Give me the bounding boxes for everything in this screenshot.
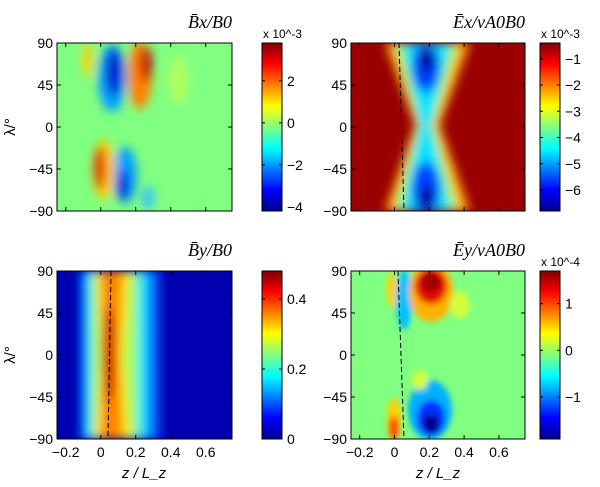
colorbar-tick-label: −5 [565,156,581,172]
ytick-label: 0 [45,347,53,363]
colorbar-tick-label: 0.2 [287,361,307,377]
panel-ex [350,42,526,212]
axis-ticks: 90 45 0 −45 −90 2 0 −2 −4 90 45 0 −45 −90 −1 −2 −3 −4 −5 −6… [29,35,581,460]
colorbar-tick-label: −4 [565,130,581,146]
colorbar-tick-label: 0 [565,342,573,358]
multiplier-bx: x 10^-3 [263,27,302,41]
xtick-label: 0.2 [126,444,146,460]
colorbar-ey [539,270,561,440]
xtick-label: 0 [391,444,399,460]
ytick-label: 90 [331,35,347,51]
heatmap-ey [351,271,525,439]
heatmap-ex [351,43,525,211]
xtick-label: −0.2 [346,444,374,460]
colorbar-tick-label: 0.4 [287,291,307,307]
dashed-line-by [107,270,112,440]
title-bx: B̄x/B0 [188,12,232,32]
ytick-label: 90 [331,263,347,279]
colorbar-tick-label: −4 [287,199,303,215]
multiplier-ey: x 10^-4 [541,255,580,269]
title-ey: Ēy/vA0B0 [452,240,525,260]
colorbar-tick-label: 0 [287,431,295,447]
xtick-label: 0.6 [196,444,216,460]
ytick-label: 45 [37,77,53,93]
colorbar-by [261,270,283,440]
ytick-label: 0 [339,119,347,135]
ytick-label: −90 [323,203,347,219]
ylabel-top: λ/° [2,118,19,136]
multiplier-ex: x 10^-3 [541,27,580,41]
panel-by [56,270,233,440]
ytick-label: −45 [323,161,347,177]
ytick-label: −45 [29,161,53,177]
ytick-label: 90 [37,35,53,51]
colorbar-tick-label: −6 [565,182,581,198]
ytick-label: −90 [29,431,53,447]
colorbar-tick-label: −2 [287,157,303,173]
ytick-label: −90 [323,431,347,447]
ytick-label: 45 [331,305,347,321]
ytick-label: −45 [29,389,53,405]
ytick-label: −45 [323,389,347,405]
colorbar-tick-label: −2 [565,77,581,93]
ytick-label: 45 [37,305,53,321]
dashed-line-ey [397,270,405,440]
ylabel-bottom: λ/° [2,346,19,364]
xtick-label: 0.4 [161,444,181,460]
title-ex: Ēx/vA0B0 [452,12,525,32]
colorbar-tick-label: 1 [565,296,573,312]
ytick-label: 0 [45,119,53,135]
xtick-label: 0 [97,444,105,460]
ytick-label: −90 [29,203,53,219]
heatmap-bx [57,43,232,211]
colorbar-tick-label: 2 [287,73,295,89]
colorbar-tick-label: −1 [565,389,581,405]
xlabel-left: z / L_z [121,465,167,482]
colorbar-bx [261,42,283,212]
colorbar-tick-label: 0 [287,115,295,131]
title-by: B̄y/B0 [188,240,232,260]
xtick-label: −0.2 [52,444,80,460]
xlabel-right: z / L_z [415,465,461,482]
xtick-label: 0.2 [420,444,440,460]
dashed-line-ex [398,42,405,212]
colorbar-tick-label: −3 [565,103,581,119]
panel-bx [56,42,233,212]
colorbar-tick-label: −1 [565,51,581,67]
ytick-label: 45 [331,77,347,93]
ytick-label: 90 [37,263,53,279]
heatmap-by [57,271,232,439]
xtick-label: 0.4 [454,444,474,460]
ytick-label: 0 [339,347,347,363]
panel-ey [350,270,526,440]
xtick-label: 0.6 [489,444,509,460]
colorbar-ex [539,42,561,212]
